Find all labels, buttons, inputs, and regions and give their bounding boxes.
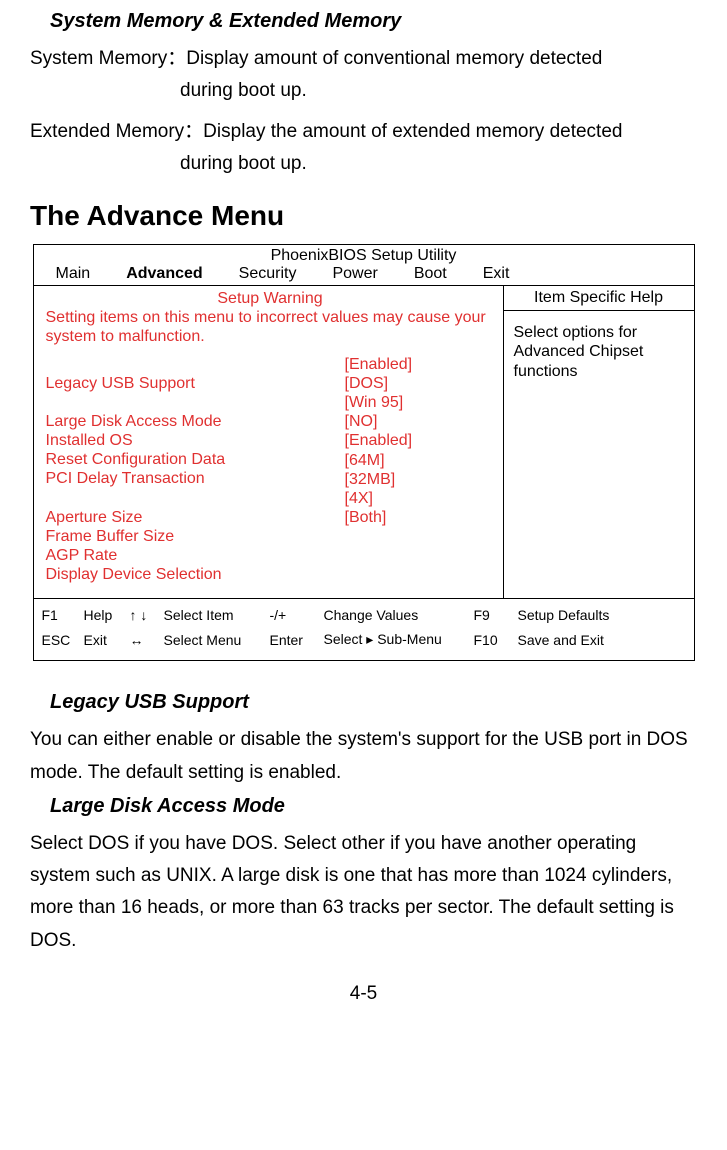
val-enabled1[interactable]: [Enabled] bbox=[345, 355, 495, 374]
para-large-disk: Select DOS if you have DOS. Select other… bbox=[30, 828, 697, 957]
item-agp-rate[interactable]: AGP Rate bbox=[46, 546, 345, 565]
item-installed-os[interactable]: Installed OS bbox=[46, 431, 345, 450]
item-display-dev[interactable]: Display Device Selection bbox=[46, 565, 345, 584]
bios-left-panel: Setup Warning Setting items on this menu… bbox=[34, 286, 504, 598]
key-leftright: ↔ bbox=[130, 632, 164, 648]
bios-footer: F1 Help ↑ ↓ Select Item -/+ Change Value… bbox=[34, 598, 694, 660]
item-legacy-usb[interactable]: Legacy USB Support bbox=[46, 374, 345, 393]
heading-legacy-usb: Legacy USB Support bbox=[50, 691, 697, 714]
val-enabled2[interactable]: [Enabled] bbox=[345, 431, 495, 450]
bios-tabs: Main Advanced Security Power Boot Exit bbox=[34, 265, 694, 286]
key-plusminus: -/+ bbox=[270, 607, 324, 623]
label-save-exit: Save and Exit bbox=[518, 632, 686, 648]
tab-exit[interactable]: Exit bbox=[483, 265, 510, 283]
help-body: Select options for Advanced Chipset func… bbox=[504, 311, 694, 598]
tab-main[interactable]: Main bbox=[56, 265, 91, 283]
val-dos[interactable]: [DOS] bbox=[345, 374, 495, 393]
label-change-values: Change Values bbox=[324, 607, 474, 623]
val-win95[interactable]: [Win 95] bbox=[345, 393, 495, 412]
key-updown: ↑ ↓ bbox=[130, 607, 164, 623]
key-f9: F9 bbox=[474, 607, 518, 623]
tab-advanced[interactable]: Advanced bbox=[126, 265, 202, 283]
bios-item-labels: Legacy USB Support Large Disk Access Mod… bbox=[46, 355, 345, 585]
val-both[interactable]: [Both] bbox=[345, 508, 495, 527]
bios-box: PhoenixBIOS Setup Utility Main Advanced … bbox=[33, 244, 695, 661]
item-frame-buffer[interactable]: Frame Buffer Size bbox=[46, 527, 345, 546]
item-large-disk[interactable]: Large Disk Access Mode bbox=[46, 412, 345, 431]
key-f1: F1 bbox=[42, 607, 84, 623]
label-setup-defaults: Setup Defaults bbox=[518, 607, 686, 623]
item-aperture[interactable]: Aperture Size bbox=[46, 508, 345, 527]
para-legacy-usb: You can either enable or disable the sys… bbox=[30, 724, 697, 789]
section-heading-memory: System Memory & Extended Memory bbox=[50, 10, 697, 33]
bios-title: PhoenixBIOS Setup Utility bbox=[34, 245, 694, 265]
key-esc: ESC bbox=[42, 632, 84, 648]
label-exit: Exit bbox=[84, 632, 130, 648]
label-select-menu: Select Menu bbox=[164, 632, 270, 648]
item-pci-delay[interactable]: PCI Delay Transaction bbox=[46, 469, 345, 488]
setup-warning-title: Setup Warning bbox=[46, 290, 495, 308]
memory-para2a: Extended Memory：Display the amount of ex… bbox=[30, 116, 697, 148]
bios-right-panel: Item Specific Help Select options for Ad… bbox=[504, 286, 694, 598]
val-32mb[interactable]: [32MB] bbox=[345, 470, 495, 489]
memory-para1b: during boot up. bbox=[180, 75, 697, 107]
bios-item-values: [Enabled] [DOS] [Win 95] [NO] [Enabled] … bbox=[345, 355, 495, 585]
tab-power[interactable]: Power bbox=[332, 265, 377, 283]
val-4x[interactable]: [4X] bbox=[345, 489, 495, 508]
label-help: Help bbox=[84, 607, 130, 623]
key-enter: Enter bbox=[270, 632, 324, 648]
page-number: 4-5 bbox=[30, 983, 697, 1005]
setup-warning-text: Setting items on this menu to incorrect … bbox=[46, 308, 495, 346]
item-reset-cfg[interactable]: Reset Configuration Data bbox=[46, 450, 345, 469]
label-select-sub: Select ▸ Sub-Menu bbox=[324, 631, 474, 648]
tab-security[interactable]: Security bbox=[239, 265, 297, 283]
heading-advance-menu: The Advance Menu bbox=[30, 200, 697, 232]
val-no[interactable]: [NO] bbox=[345, 412, 495, 431]
heading-large-disk: Large Disk Access Mode bbox=[50, 795, 697, 818]
key-f10: F10 bbox=[474, 632, 518, 648]
memory-para1a: System Memory：Display amount of conventi… bbox=[30, 43, 697, 75]
val-64m[interactable]: [64M] bbox=[345, 451, 495, 470]
help-title: Item Specific Help bbox=[504, 286, 694, 311]
tab-boot[interactable]: Boot bbox=[414, 265, 447, 283]
label-select-item: Select Item bbox=[164, 607, 270, 623]
memory-para2b: during boot up. bbox=[180, 148, 697, 180]
